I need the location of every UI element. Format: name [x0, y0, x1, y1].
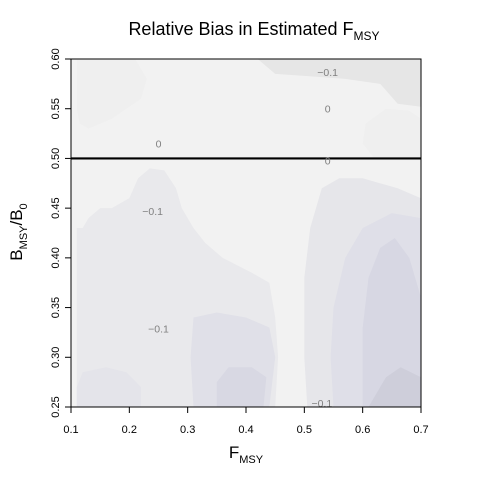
chart-title: Relative Bias in Estimated FMSY	[128, 19, 379, 43]
y-tick-label-5: 0.50	[50, 148, 62, 169]
x-axis-title: FMSY	[229, 443, 264, 466]
contour-label-0: −0.1	[317, 67, 338, 79]
y-axis-title-sub2: 0	[18, 203, 30, 209]
contour-label-3: 0	[325, 155, 331, 167]
y-axis-title-sep: /B	[7, 209, 26, 225]
x-axis-title-main: F	[229, 443, 239, 462]
y-tick-label-3: 0.40	[50, 247, 62, 268]
contour-label-1: 0	[325, 104, 331, 116]
x-tick-label-3: 0.4	[238, 424, 253, 436]
x-tick-label-2: 0.3	[180, 424, 195, 436]
region-lower-right-inner-c	[368, 367, 421, 407]
y-tick-label-0: 0.25	[50, 396, 62, 417]
x-tick-label-4: 0.5	[297, 424, 312, 436]
contour-label-4: −0.1	[142, 206, 163, 218]
chart-title-main: Relative Bias in Estimated F	[128, 19, 353, 39]
x-tick-label-1: 0.2	[122, 424, 137, 436]
y-tick-label-1: 0.30	[50, 347, 62, 368]
heatmap-regions	[76, 59, 421, 407]
contour-label-6: −0.1	[311, 398, 332, 410]
contour-label-2: 0	[156, 139, 162, 151]
region-lower-right-inner-b	[362, 238, 421, 407]
y-tick-label-2: 0.35	[50, 297, 62, 318]
x-tick-label-6: 0.7	[413, 424, 428, 436]
region-upper-right-lobe	[362, 108, 421, 159]
y-axis-title: BMSY/B0	[7, 203, 30, 260]
region-lower-left-inner-c	[216, 367, 267, 407]
y-tick-label-6: 0.55	[50, 98, 62, 119]
x-axis: 0.1 0.2 0.3 0.4 0.5 0.6 0.7	[63, 407, 429, 436]
y-axis: 0.25 0.30 0.35 0.40 0.45 0.50 0.55 0.60	[50, 48, 71, 418]
y-axis-title-sub1: MSY	[18, 225, 30, 250]
y-tick-label-7: 0.60	[50, 48, 62, 69]
region-lower-left-inner-a	[76, 367, 141, 407]
x-tick-label-5: 0.6	[355, 424, 370, 436]
x-axis-title-sub: MSY	[239, 454, 264, 466]
x-tick-label-0: 0.1	[63, 424, 78, 436]
contour-label-5: −0.1	[148, 323, 169, 335]
y-axis-title-main: B	[7, 249, 26, 260]
region-upper-left-lobe	[76, 59, 147, 129]
region-upper-mid-lobe	[161, 59, 284, 169]
region-upper-right-band	[257, 59, 421, 107]
y-tick-label-4: 0.45	[50, 197, 62, 218]
chart-title-sub: MSY	[354, 29, 380, 43]
